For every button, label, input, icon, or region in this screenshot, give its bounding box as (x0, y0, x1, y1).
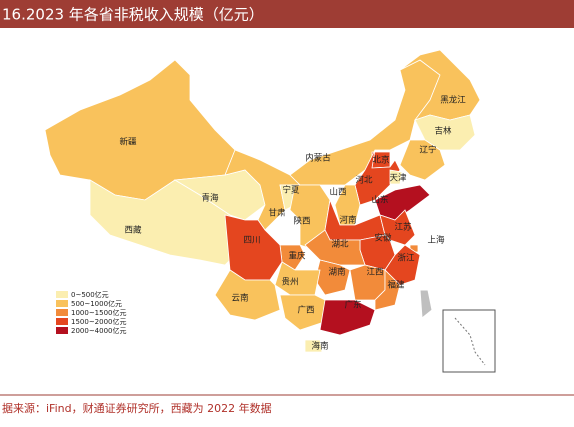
province-label: 甘肃 (268, 208, 286, 219)
province (389, 169, 403, 185)
province (354, 149, 401, 206)
province-label: 江苏 (394, 222, 412, 233)
province-label: 西藏 (124, 225, 142, 236)
province-label: 贵州 (281, 277, 298, 288)
province (399, 139, 446, 181)
province-label: 青海 (201, 193, 219, 204)
province-label: 上海 (427, 235, 445, 246)
province-label: 广东 (344, 300, 361, 311)
legend-swatch (56, 327, 68, 334)
province (214, 269, 281, 321)
legend-label: 0~500亿元 (71, 290, 109, 299)
legend: 0~500亿元500~1000亿元1000~1500亿元1500~2000亿元2… (56, 290, 127, 335)
province-label: 吉林 (434, 126, 452, 137)
province-label: 湖南 (328, 267, 345, 278)
legend-swatch (56, 300, 68, 307)
legend-swatch (56, 309, 68, 316)
province-label: 内蒙古 (305, 153, 331, 164)
province (304, 339, 323, 353)
source: 据来源：iFind，财通证券研究所，西藏为 2022 年数据 (2, 401, 272, 415)
province-label: 河南 (339, 215, 356, 226)
legend-label: 500~1000亿元 (71, 299, 122, 308)
province-label: 湖北 (331, 240, 349, 250)
province-label: 山西 (329, 187, 346, 198)
province-label: 云南 (231, 293, 248, 304)
province-label: 广西 (297, 305, 314, 316)
legend-label: 1500~2000亿元 (71, 317, 127, 326)
province-label: 新疆 (119, 137, 137, 148)
province-label: 四川 (243, 236, 260, 246)
province-label: 黑龙江 (440, 95, 466, 106)
inset-islands (454, 317, 486, 366)
province-label: 江西 (366, 268, 383, 278)
province (224, 214, 283, 281)
province-label: 天津 (389, 173, 407, 184)
province-label: 山东 (371, 195, 388, 206)
province-label: 重庆 (288, 251, 306, 262)
legend-swatch (56, 318, 68, 325)
legend-label: 1000~1500亿元 (71, 308, 127, 317)
title: 16.2023 年各省非税收入规模（亿元） (2, 6, 264, 24)
legend-swatch (56, 291, 68, 298)
province-label: 安徽 (374, 233, 392, 244)
province-label: 陕西 (293, 216, 310, 227)
province-label: 北京 (372, 155, 389, 166)
legend-label: 2000~4000亿元 (71, 326, 127, 335)
province-label: 福建 (387, 280, 405, 291)
province-label: 海南 (311, 341, 328, 352)
province-label: 辽宁 (419, 145, 436, 156)
taiwan (419, 289, 433, 319)
province-label: 河北 (355, 175, 373, 186)
inset-frame (442, 309, 496, 373)
title-bar (0, 0, 574, 28)
province-label: 宁夏 (282, 185, 300, 196)
province (319, 299, 376, 336)
province-label: 浙江 (397, 253, 415, 264)
